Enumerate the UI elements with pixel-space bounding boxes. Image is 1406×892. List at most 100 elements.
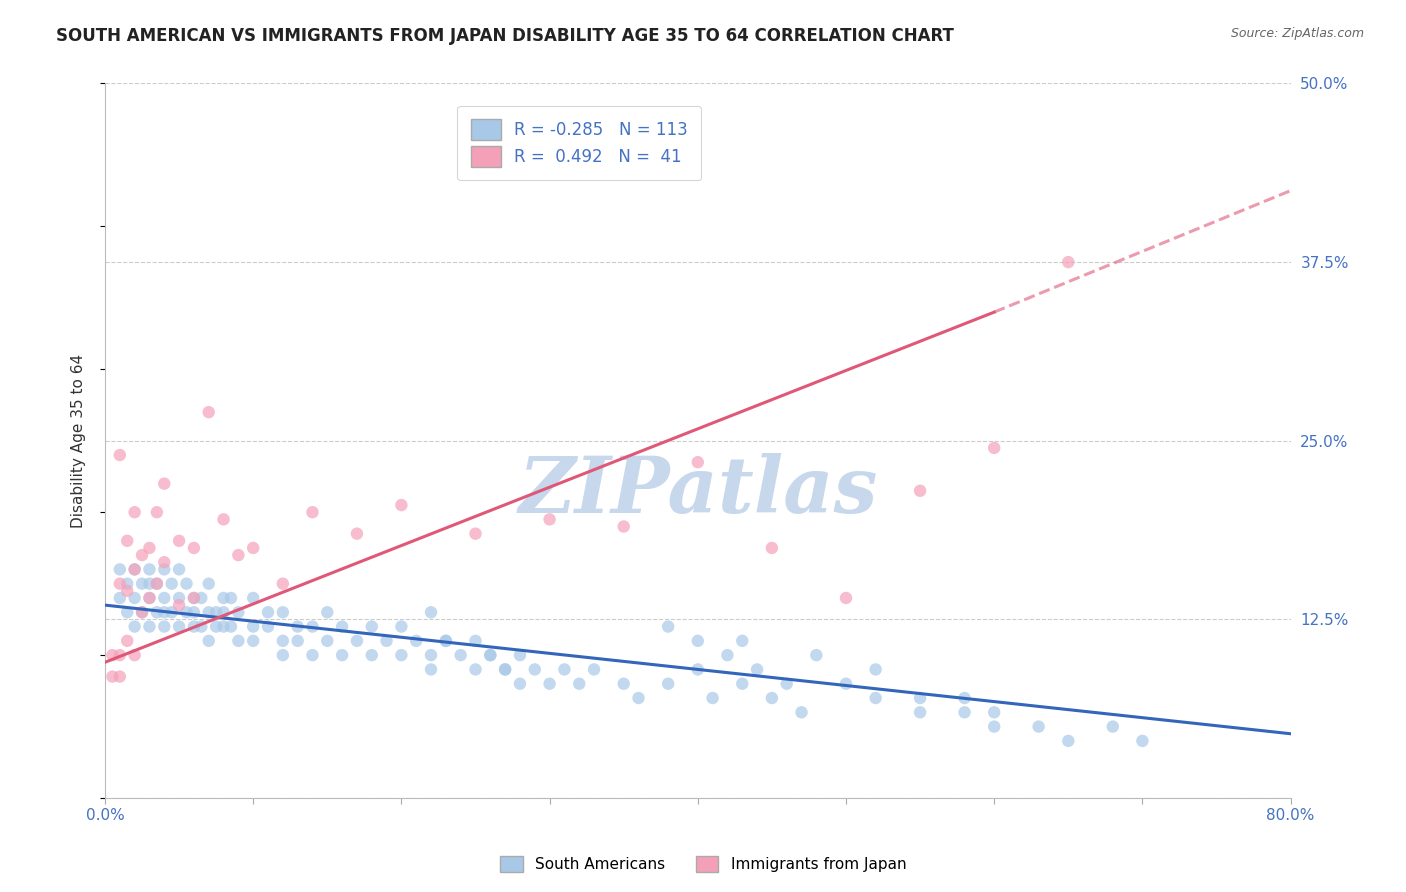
Point — [776, 677, 799, 691]
Point — [464, 526, 486, 541]
Point — [865, 662, 887, 676]
Point — [115, 605, 138, 619]
Point — [183, 541, 205, 555]
Point — [257, 605, 280, 619]
Point — [983, 706, 1005, 720]
Point — [1057, 734, 1080, 748]
Point — [1028, 720, 1050, 734]
Point — [287, 619, 309, 633]
Point — [131, 605, 153, 619]
Point — [219, 619, 242, 633]
Point — [420, 605, 443, 619]
Point — [613, 677, 636, 691]
Legend: South Americans, Immigrants from Japan: South Americans, Immigrants from Japan — [492, 848, 914, 880]
Point — [146, 576, 169, 591]
Point — [108, 576, 131, 591]
Point — [115, 576, 138, 591]
Point — [124, 648, 146, 662]
Point — [124, 619, 146, 633]
Point — [301, 619, 323, 633]
Point — [160, 605, 183, 619]
Point — [205, 605, 228, 619]
Point — [138, 576, 160, 591]
Point — [686, 633, 709, 648]
Point — [138, 591, 160, 605]
Point — [271, 576, 294, 591]
Point — [761, 541, 783, 555]
Point — [835, 677, 858, 691]
Point — [138, 562, 160, 576]
Point — [806, 648, 828, 662]
Point — [242, 541, 264, 555]
Point — [153, 476, 176, 491]
Point — [330, 619, 353, 633]
Point — [197, 633, 219, 648]
Point — [228, 548, 250, 562]
Point — [190, 619, 212, 633]
Point — [228, 605, 250, 619]
Point — [1057, 255, 1080, 269]
Point — [242, 591, 264, 605]
Point — [167, 591, 190, 605]
Point — [330, 648, 353, 662]
Point — [1101, 720, 1123, 734]
Point — [242, 619, 264, 633]
Point — [153, 562, 176, 576]
Point — [613, 519, 636, 533]
Point — [301, 505, 323, 519]
Y-axis label: Disability Age 35 to 64: Disability Age 35 to 64 — [72, 354, 86, 528]
Point — [316, 605, 339, 619]
Point — [360, 648, 382, 662]
Point — [627, 691, 650, 706]
Point — [257, 619, 280, 633]
Point — [138, 619, 160, 633]
Point — [389, 498, 412, 512]
Point — [153, 619, 176, 633]
Text: SOUTH AMERICAN VS IMMIGRANTS FROM JAPAN DISABILITY AGE 35 TO 64 CORRELATION CHAR: SOUTH AMERICAN VS IMMIGRANTS FROM JAPAN … — [56, 27, 955, 45]
Point — [212, 512, 235, 526]
Point — [101, 648, 124, 662]
Point — [434, 633, 457, 648]
Point — [146, 505, 169, 519]
Point — [242, 633, 264, 648]
Point — [494, 662, 516, 676]
Point — [509, 648, 531, 662]
Point — [167, 533, 190, 548]
Point — [908, 691, 931, 706]
Point — [983, 441, 1005, 455]
Point — [108, 669, 131, 683]
Point — [908, 483, 931, 498]
Point — [124, 562, 146, 576]
Point — [197, 405, 219, 419]
Point — [124, 562, 146, 576]
Point — [101, 669, 124, 683]
Point — [716, 648, 738, 662]
Point — [657, 619, 679, 633]
Point — [287, 633, 309, 648]
Point — [108, 448, 131, 462]
Point — [212, 591, 235, 605]
Point — [908, 706, 931, 720]
Point — [190, 591, 212, 605]
Point — [212, 605, 235, 619]
Point — [153, 591, 176, 605]
Point — [389, 619, 412, 633]
Point — [479, 648, 502, 662]
Point — [115, 583, 138, 598]
Point — [108, 591, 131, 605]
Point — [228, 633, 250, 648]
Point — [464, 662, 486, 676]
Point — [479, 648, 502, 662]
Point — [745, 662, 768, 676]
Point — [197, 576, 219, 591]
Point — [983, 720, 1005, 734]
Point — [212, 619, 235, 633]
Point — [167, 619, 190, 633]
Point — [183, 591, 205, 605]
Point — [865, 691, 887, 706]
Point — [153, 555, 176, 569]
Point — [346, 526, 368, 541]
Point — [146, 576, 169, 591]
Point — [183, 591, 205, 605]
Point — [167, 598, 190, 612]
